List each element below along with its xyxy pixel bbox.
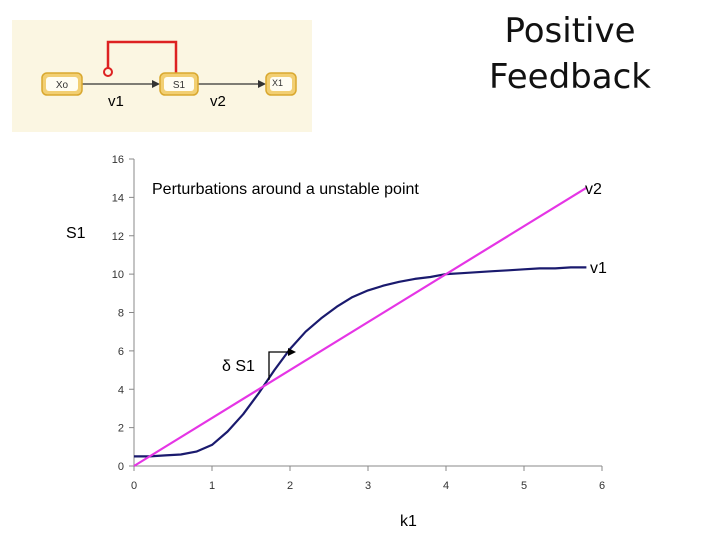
chart-series-layer (133, 186, 587, 467)
y-tick-label: 16 (112, 154, 124, 166)
series-label-v2: v2 (585, 181, 602, 198)
x-tick-label: 3 (365, 480, 371, 492)
y-tick-label: 10 (112, 269, 124, 281)
y-tick-label: 14 (112, 192, 124, 204)
rate-label-v1: v1 (108, 93, 124, 110)
x-tick-label: 1 (209, 480, 215, 492)
slide-title: Positive Feedback (489, 11, 651, 97)
node-s1: S1 (159, 72, 199, 96)
feedback-inhibition-end (103, 67, 113, 77)
perturbation-arrow (268, 351, 288, 380)
x-tick-label: 0 (131, 480, 137, 492)
node-s1-label: S1 (173, 80, 186, 91)
rate-label-v2: v2 (210, 93, 226, 110)
y-tick-label: 0 (118, 461, 124, 473)
series-label-v1: v1 (590, 260, 607, 277)
perturbation-label: δ S1 (222, 358, 255, 375)
series-line-v2 (133, 186, 587, 467)
node-x1-label: X1 (272, 78, 283, 88)
y-tick-label: 4 (118, 384, 124, 396)
x-axis-label: k1 (400, 513, 417, 530)
arrow-v2-head (258, 80, 266, 88)
x-tick-label: 5 (521, 480, 527, 492)
x-tick-label: 4 (443, 480, 449, 492)
node-xo: Xo (41, 72, 83, 96)
feedback-arrow (106, 40, 178, 75)
y-tick-label: 12 (112, 231, 124, 243)
perturbation-arrow-head (288, 348, 296, 356)
y-tick-label: 2 (118, 423, 124, 435)
node-xo-label: Xo (56, 80, 69, 91)
x-tick-label: 2 (287, 480, 293, 492)
series-line-v1 (134, 266, 587, 458)
y-tick-label: 6 (118, 346, 124, 358)
y-tick-label: 8 (118, 308, 124, 320)
pathway-diagram: Xo S1 X1 v1 v2 (12, 20, 312, 132)
x-tick-label: 6 (599, 480, 605, 492)
node-x1: X1 (265, 72, 297, 96)
y-axis-label: S1 (66, 225, 86, 242)
chart-annotation: Perturbations around a unstable point (152, 181, 419, 198)
arrow-v1-head (152, 80, 160, 88)
